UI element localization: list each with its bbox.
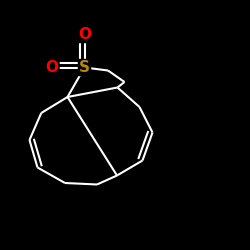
Text: O: O [46, 60, 59, 75]
Text: S: S [79, 60, 90, 75]
Text: O: O [78, 27, 91, 42]
